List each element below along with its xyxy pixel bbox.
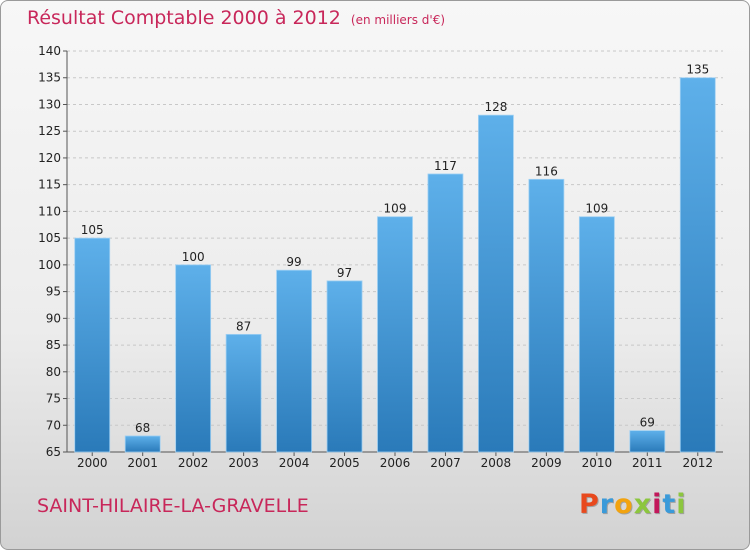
bar-2001	[124, 435, 161, 453]
y-tick-label: 130	[38, 97, 61, 111]
title-unit: (en milliers d'€)	[350, 13, 446, 27]
data-label-2008: 128	[484, 100, 507, 114]
x-tick-label: 2000	[77, 456, 108, 470]
logo-letter: i	[652, 489, 663, 520]
bar-2004	[276, 269, 312, 453]
bar-2010	[578, 216, 615, 453]
bar-2000	[74, 237, 111, 453]
data-label-2007: 117	[434, 159, 457, 173]
y-tick-label: 65	[46, 445, 61, 459]
bar-2009	[528, 178, 565, 453]
data-label-2009: 116	[535, 164, 558, 178]
x-tick-label: 2005	[329, 456, 360, 470]
y-tick-label: 115	[38, 178, 61, 192]
data-label-2004: 99	[286, 255, 301, 269]
x-tick-label: 2006	[380, 456, 411, 470]
x-tick-label: 2012	[682, 456, 713, 470]
x-tick-label: 2007	[430, 456, 461, 470]
x-tick-label: 2001	[127, 456, 158, 470]
bar-2002	[175, 264, 212, 453]
chart-title: Résultat Comptable 2000 à 2012 (en millie…	[27, 7, 445, 29]
bar-2011	[629, 430, 666, 453]
y-tick-label: 80	[46, 365, 61, 379]
commune-name: SAINT-HILAIRE-LA-GRAVELLE	[37, 495, 309, 517]
data-label-2002: 100	[182, 250, 205, 264]
logo-letter: x	[633, 489, 653, 520]
y-tick-label: 110	[38, 204, 61, 218]
logo-letter: P	[579, 489, 600, 520]
x-tick-label: 2002	[178, 456, 209, 470]
y-tick-label: 140	[38, 44, 61, 58]
y-tick-label: 85	[46, 338, 61, 352]
bar-2008	[478, 114, 514, 453]
data-label-2010: 109	[585, 202, 608, 216]
bar-2012	[679, 77, 716, 453]
bar-2007	[427, 173, 464, 453]
y-tick-label: 95	[46, 285, 61, 299]
y-tick-label: 105	[38, 231, 61, 245]
y-tick-label: 120	[38, 151, 61, 165]
logo-letter: i	[676, 489, 687, 520]
y-tick-label: 75	[46, 392, 61, 406]
labels: 65 70 75 80 85 90 95 100 105 110 115 120 125 130 135 14…	[38, 44, 713, 470]
data-label-2006: 109	[384, 202, 407, 216]
title-text: Résultat Comptable 2000 à 2012	[27, 7, 341, 29]
y-tick-label: 100	[38, 258, 61, 272]
data-label-2005: 97	[337, 266, 352, 280]
data-label-2000: 105	[81, 223, 104, 237]
data-label-2011: 69	[640, 416, 655, 430]
y-tick-label: 125	[38, 124, 61, 138]
logo-letter: t	[662, 489, 677, 520]
x-tick-label: 2004	[279, 456, 310, 470]
proxiti-logo: Proxiti	[579, 489, 687, 520]
x-tick-label: 2011	[632, 456, 663, 470]
logo-letter: o	[614, 489, 634, 520]
y-tick-label: 70	[46, 418, 61, 432]
data-label-2001: 68	[135, 421, 150, 435]
bar-2005	[326, 280, 363, 453]
y-tick-label: 90	[46, 311, 61, 325]
x-tick-label: 2008	[481, 456, 512, 470]
x-tick-label: 2009	[531, 456, 562, 470]
logo-letter: r	[599, 489, 615, 520]
bars	[74, 77, 716, 453]
y-tick-label: 135	[38, 71, 61, 85]
data-label-2012: 135	[686, 63, 709, 77]
bar-2006	[377, 216, 413, 453]
data-label-2003: 87	[236, 319, 251, 333]
x-tick-label: 2010	[582, 456, 613, 470]
bar-2003	[225, 333, 262, 453]
x-tick-label: 2003	[228, 456, 259, 470]
